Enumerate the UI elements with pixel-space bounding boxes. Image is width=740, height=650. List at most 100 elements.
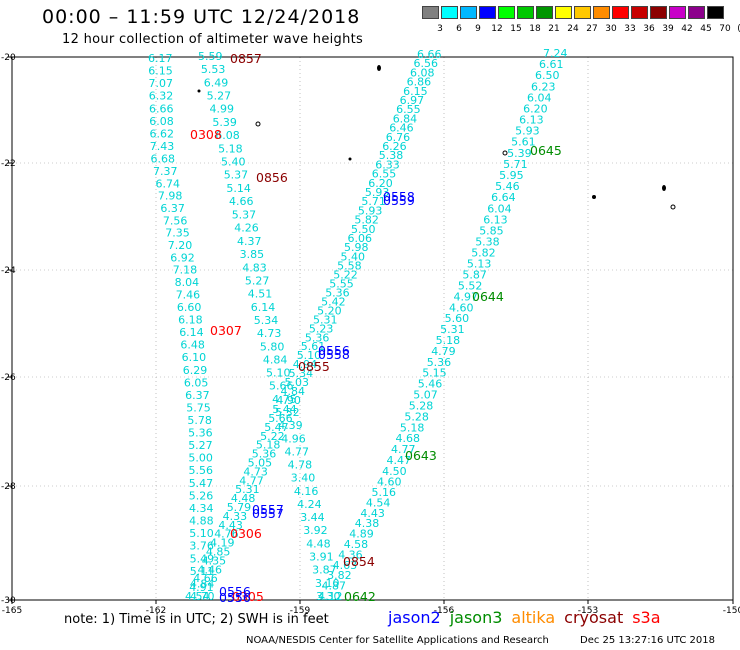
wave-height-point: 6.64 xyxy=(491,191,515,204)
scale-swatch xyxy=(574,6,591,19)
wave-height-point: 5.71 xyxy=(503,158,527,171)
wave-height-point: 4.88 xyxy=(189,515,214,528)
legend-altika: altika xyxy=(511,608,556,627)
wave-height-point: 3.76 xyxy=(189,540,214,553)
wave-height-point: 4.85 xyxy=(206,546,231,559)
island-ring xyxy=(502,150,508,156)
track-c: 6.666.566.086.866.156.976.556.846.466.76… xyxy=(185,48,442,603)
wave-height-point: 4.46 xyxy=(198,563,223,576)
pass-time-label: 0306 xyxy=(230,526,262,541)
wave-height-point: 4.84 xyxy=(263,353,288,366)
wave-height-point: 7.35 xyxy=(165,227,190,240)
wave-height-point: 4.37 xyxy=(237,235,262,248)
wave-height-point: 4.24 xyxy=(297,498,322,511)
wave-height-point: 4.43 xyxy=(360,507,385,520)
wave-height-point: 5.11 xyxy=(190,565,215,578)
wave-height-point: 3.91 xyxy=(309,551,334,564)
scale-label: 24 xyxy=(567,24,579,34)
wave-height-point: 5.18 xyxy=(218,142,243,155)
wave-height-point: 5.03 xyxy=(285,376,310,389)
wave-height-point: 5.31 xyxy=(313,313,338,326)
map-grid xyxy=(12,57,733,600)
island-markers xyxy=(197,65,676,210)
wave-height-point: 5.18 xyxy=(436,334,461,347)
wave-height-point: 5.58 xyxy=(337,260,362,273)
wave-height-point: 4.66 xyxy=(193,572,218,585)
wave-height-point: 4.54 xyxy=(185,590,210,603)
wave-height-point: 4.77 xyxy=(391,443,416,456)
wave-height-point: 5.85 xyxy=(479,225,504,238)
wave-height-point: 4.83 xyxy=(242,261,266,274)
wave-height-point: 7.37 xyxy=(153,165,178,178)
wave-height-point: 4.66 xyxy=(229,195,254,208)
wave-height-point: 5.42 xyxy=(321,296,346,309)
wave-height-point: 5.37 xyxy=(232,208,257,221)
island-dot xyxy=(377,65,381,71)
wave-height-point: 3.92 xyxy=(303,524,328,537)
wave-height-point: 5.47 xyxy=(189,477,214,490)
wave-height-point: 5.52 xyxy=(458,280,483,293)
lon-tick-label: -162 xyxy=(146,606,166,616)
wave-height-point: 4.58 xyxy=(344,538,369,551)
map-title: 00:00 – 11:59 UTC 12/24/2018 xyxy=(42,6,361,28)
wave-height-point: 5.93 xyxy=(358,204,383,217)
axis-labels: -165 -162 -159 -156 -153 -150 -20 -22 -24 -26 -28 -… xyxy=(1,53,740,616)
wave-height-point: 6.97 xyxy=(400,94,425,107)
wave-height-point: 5.66 xyxy=(268,412,293,425)
wave-height-point: 6.08 xyxy=(410,66,435,79)
wave-height-point: 5.40 xyxy=(221,156,246,169)
wave-height-point: 5.23 xyxy=(309,322,334,335)
wave-height-point: 4.48 xyxy=(231,492,256,505)
pass-time-label: 0559 xyxy=(383,193,415,208)
track-d: 7.246.616.506.236.046.206.135.935.615.39… xyxy=(316,47,568,603)
wave-height-point: 5.27 xyxy=(207,90,232,103)
wave-height-point: 5.20 xyxy=(317,304,342,317)
wave-height-point: 5.05 xyxy=(248,457,273,470)
map-frame xyxy=(8,56,734,604)
wave-height-point: 4.16 xyxy=(294,485,319,498)
wave-height-point: 4.38 xyxy=(355,517,380,530)
wave-height-point: 6.10 xyxy=(182,351,207,364)
lon-tick-label: -153 xyxy=(578,606,598,616)
wave-height-point: 5.28 xyxy=(404,410,429,423)
wave-height-point: 6.62 xyxy=(150,128,175,141)
satellite-tracks: 6.176.157.076.326.666.086.627.436.687.37… xyxy=(148,47,568,603)
scale-swatch xyxy=(707,6,724,19)
scale-label: 70 xyxy=(719,24,731,34)
island-dot xyxy=(592,195,596,199)
wave-height-point: 5.39 xyxy=(507,147,531,160)
wave-height-point: 6.92 xyxy=(170,251,195,264)
wave-height-point: 5.18 xyxy=(400,421,425,434)
wave-height-point: 5.40 xyxy=(341,250,366,263)
wave-height-point: 7.98 xyxy=(158,190,183,203)
wave-height-point: 5.34 xyxy=(289,367,314,380)
track-b: 5.595.536.495.274.995.396.085.185.405.37… xyxy=(198,50,343,603)
scale-label: 6 xyxy=(456,24,462,34)
wave-height-point: 4.79 xyxy=(431,345,456,358)
footer-credit: NOAA/NESDIS Center for Satellite Applica… xyxy=(246,635,549,646)
pass-time-label: 0857 xyxy=(230,51,262,66)
wave-height-point: 4.60 xyxy=(377,476,402,489)
wave-height-point: 4.96 xyxy=(281,432,306,445)
scale-swatch xyxy=(593,6,610,19)
wave-height-point: 5.13 xyxy=(467,258,492,271)
scale-swatch xyxy=(441,6,458,19)
wave-height-point: 6.49 xyxy=(204,76,229,89)
wave-height-point: 5.36 xyxy=(252,448,276,461)
wave-height-point: 6.05 xyxy=(184,376,209,389)
wave-height-point: 6.66 xyxy=(149,102,174,115)
wave-height-point: 5.38 xyxy=(379,149,404,162)
wave-height-point: 4.43 xyxy=(218,519,243,532)
wave-height-point: 5.38 xyxy=(475,236,500,249)
wave-height-point: 5.56 xyxy=(189,464,214,477)
pass-time-label: 0556 xyxy=(219,590,251,605)
wave-height-point: 4.68 xyxy=(396,432,421,445)
wave-height-point: 6.86 xyxy=(407,76,432,89)
wave-height-point: 6.08 xyxy=(149,115,174,128)
wave-height-point: 6.50 xyxy=(535,69,560,82)
wave-height-point: 4.73 xyxy=(257,327,282,340)
wave-height-point: 5.93 xyxy=(515,125,540,138)
wave-height-point: 5.78 xyxy=(187,414,212,427)
wave-height-point: 6.37 xyxy=(160,202,185,215)
